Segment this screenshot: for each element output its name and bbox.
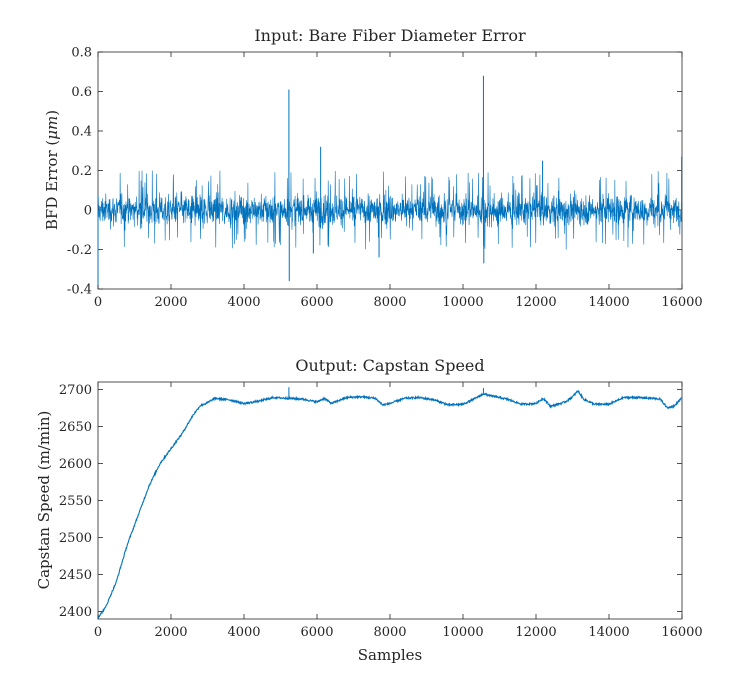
x-tick-label: 8000 <box>373 625 406 640</box>
x-tick-label: 10000 <box>442 295 483 310</box>
input-axes-ticks: 0 2000 4000 6000 8000 10000 12000 14000 16000 -0.… <box>67 46 703 311</box>
output-axes-frame <box>97 381 683 620</box>
output-axes-ticks: 0 2000 4000 6000 8000 10000 12000 14000 16000 240… <box>59 382 703 640</box>
y-tick-label: 0.6 <box>71 85 92 100</box>
y-tick-label: 0 <box>84 204 92 219</box>
x-tick-label: 2000 <box>154 295 187 310</box>
x-tick-label: 2000 <box>154 625 187 640</box>
input-axes-frame <box>97 51 683 290</box>
y-tick-label: 2650 <box>59 420 92 435</box>
x-tick-label: 12000 <box>515 295 556 310</box>
x-tick-label: 4000 <box>227 295 260 310</box>
x-tick-label: 4000 <box>227 625 260 640</box>
y-tick-label: 0.2 <box>71 164 92 179</box>
x-tick-label: 6000 <box>300 625 333 640</box>
x-tick-label: 14000 <box>588 295 629 310</box>
input-bfd-error-spikes <box>97 75 683 286</box>
y-tick-label: 0.8 <box>71 46 92 61</box>
input-chart-title: Input: Bare Fiber Diameter Error <box>254 26 526 45</box>
x-tick-label: 12000 <box>515 625 556 640</box>
y-tick-label: 2550 <box>59 494 92 509</box>
x-tick-label: 10000 <box>442 625 483 640</box>
output-chart-title: Output: Capstan Speed <box>295 356 484 375</box>
x-tick-label: 0 <box>94 625 102 640</box>
input-bfd-error-axes: 0 2000 4000 6000 8000 10000 12000 14000 16000 -0.… <box>43 26 703 310</box>
output-x-axis-label: Samples <box>358 646 422 664</box>
output-capstan-speed-axes: 0 2000 4000 6000 8000 10000 12000 14000 16000 240… <box>35 356 703 664</box>
input-bfd-error-line <box>97 170 683 250</box>
output-capstan-speed-spikes <box>288 387 484 399</box>
x-tick-label: 16000 <box>661 625 702 640</box>
x-tick-label: 16000 <box>661 295 702 310</box>
y-tick-label: -0.4 <box>67 283 92 298</box>
input-y-axis-label: BFD Error (μm) <box>43 110 61 230</box>
y-tick-label: 2450 <box>59 568 92 583</box>
y-tick-label: 0.4 <box>71 125 92 140</box>
y-tick-label: 2500 <box>59 531 92 546</box>
y-tick-label: 2600 <box>59 457 92 472</box>
x-tick-label: 8000 <box>373 295 406 310</box>
y-tick-label: 2700 <box>59 383 92 398</box>
output-y-axis-label: Capstan Speed (m/min) <box>35 411 53 590</box>
y-tick-label: -0.2 <box>67 243 92 258</box>
output-capstan-speed-line <box>97 390 683 619</box>
x-tick-label: 6000 <box>300 295 333 310</box>
x-tick-label: 0 <box>94 295 102 310</box>
y-tick-label: 2400 <box>59 605 92 620</box>
x-tick-label: 14000 <box>588 625 629 640</box>
